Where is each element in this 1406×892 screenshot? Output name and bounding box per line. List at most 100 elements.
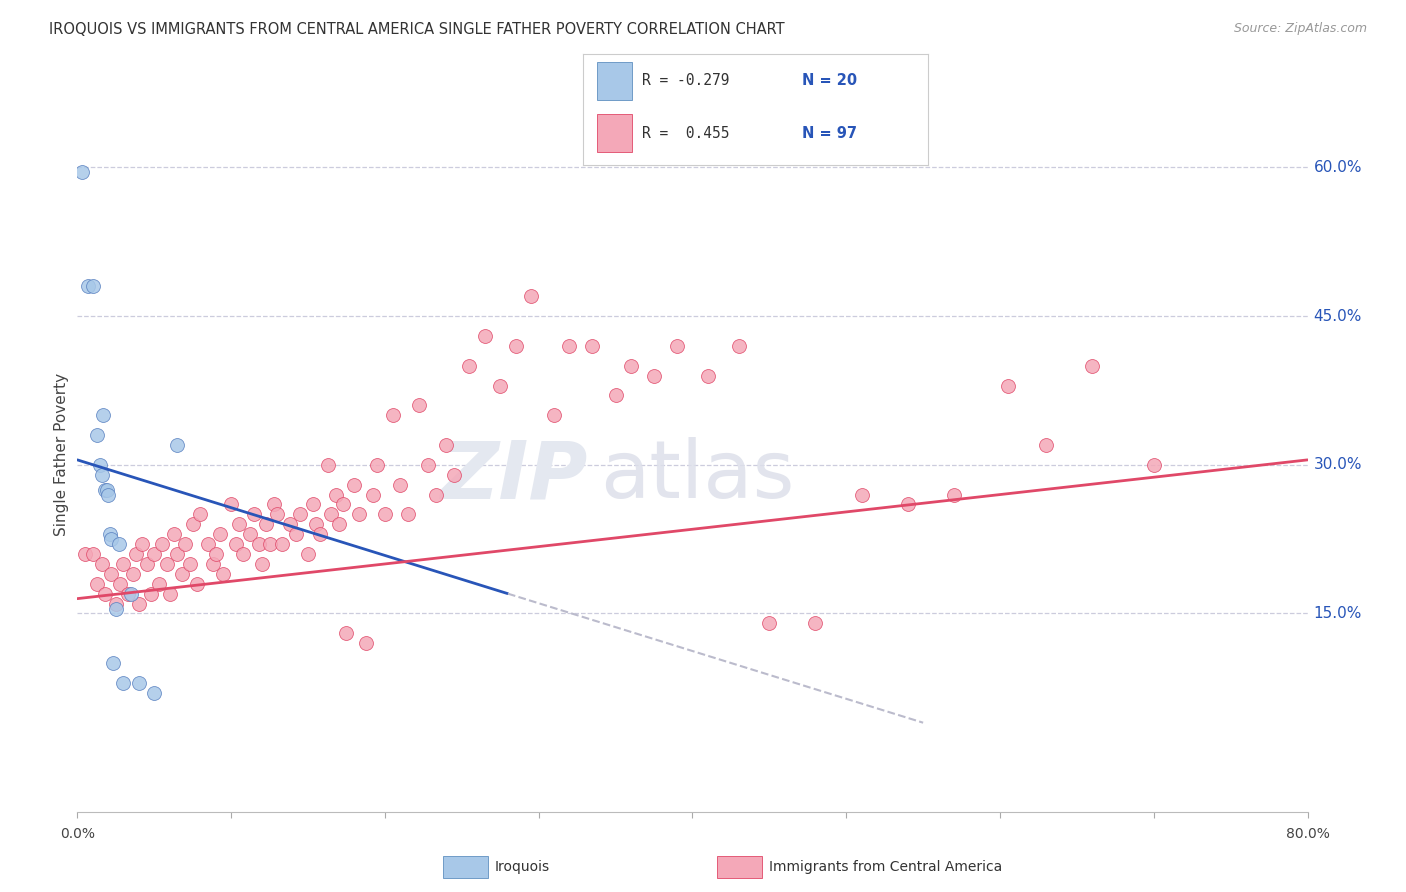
Point: [101, 656, 124, 670]
Point: [120, 587, 142, 601]
Point: [228, 517, 250, 532]
Point: [117, 587, 139, 601]
Point: [239, 527, 262, 541]
Point: [108, 537, 131, 551]
Point: [381, 409, 404, 423]
Point: [73, 547, 96, 561]
Point: [225, 537, 247, 551]
Point: [125, 547, 148, 561]
Point: [581, 339, 603, 353]
Point: [558, 339, 581, 353]
Point: [148, 576, 170, 591]
Text: 30.0%: 30.0%: [1313, 458, 1362, 473]
Point: [997, 378, 1019, 392]
Point: [247, 537, 270, 551]
Point: [250, 557, 273, 571]
Point: [266, 508, 288, 522]
Point: [347, 508, 370, 522]
Point: [1143, 458, 1166, 472]
Point: [96, 483, 118, 497]
Point: [98, 527, 121, 541]
Text: 15.0%: 15.0%: [1313, 606, 1362, 621]
Point: [166, 547, 188, 561]
Point: [100, 532, 122, 546]
Point: [696, 368, 718, 383]
Point: [86, 576, 108, 591]
Text: N = 20: N = 20: [803, 73, 858, 88]
Point: [150, 537, 173, 551]
Point: [104, 597, 127, 611]
Point: [112, 676, 135, 690]
Point: [328, 517, 350, 532]
Text: Immigrants from Central America: Immigrants from Central America: [769, 860, 1002, 874]
Point: [110, 576, 132, 591]
Point: [188, 508, 212, 522]
Point: [89, 458, 111, 472]
Point: [77, 279, 100, 293]
Point: [425, 487, 447, 501]
Text: R = -0.279: R = -0.279: [643, 73, 730, 88]
Y-axis label: Single Father Poverty: Single Father Poverty: [53, 374, 69, 536]
Point: [155, 557, 177, 571]
Point: [443, 467, 465, 482]
Point: [143, 686, 166, 700]
Text: 60.0%: 60.0%: [1313, 160, 1362, 175]
Point: [90, 557, 114, 571]
Point: [204, 547, 226, 561]
Point: [128, 676, 150, 690]
Text: N = 97: N = 97: [803, 126, 858, 141]
Point: [201, 557, 224, 571]
Point: [305, 517, 328, 532]
Point: [270, 537, 292, 551]
Point: [82, 279, 104, 293]
Point: [263, 498, 285, 512]
Point: [70, 165, 93, 179]
Point: [284, 527, 307, 541]
Point: [520, 289, 543, 303]
Point: [256, 517, 278, 532]
Point: [141, 587, 163, 601]
Point: [804, 616, 827, 631]
Point: [643, 368, 665, 383]
Point: [166, 438, 188, 452]
Point: [90, 467, 114, 482]
Point: [309, 527, 332, 541]
Point: [135, 557, 157, 571]
Point: [278, 517, 301, 532]
Point: [666, 339, 689, 353]
Point: [727, 339, 749, 353]
Point: [332, 498, 354, 512]
Point: [94, 483, 117, 497]
Point: [86, 428, 108, 442]
Text: 80.0%: 80.0%: [1285, 827, 1330, 840]
Point: [366, 458, 388, 472]
Bar: [598, 62, 631, 100]
Point: [436, 438, 458, 452]
Point: [942, 487, 965, 501]
Point: [1035, 438, 1057, 452]
Point: [408, 398, 430, 412]
Point: [489, 378, 512, 392]
Point: [1081, 359, 1104, 373]
Point: [82, 547, 104, 561]
Point: [243, 508, 266, 522]
Point: [758, 616, 780, 631]
Point: [316, 458, 339, 472]
Point: [143, 547, 166, 561]
Point: [94, 587, 117, 601]
Point: [374, 508, 396, 522]
Point: [620, 359, 643, 373]
Point: [104, 601, 127, 615]
Point: [361, 487, 384, 501]
Point: [851, 487, 873, 501]
Text: Source: ZipAtlas.com: Source: ZipAtlas.com: [1233, 22, 1367, 36]
Point: [131, 537, 153, 551]
Point: [297, 547, 319, 561]
Point: [186, 576, 208, 591]
Text: atlas: atlas: [600, 437, 794, 516]
Point: [290, 508, 312, 522]
Point: [319, 508, 342, 522]
Point: [163, 527, 186, 541]
Point: [181, 517, 204, 532]
Point: [325, 487, 347, 501]
